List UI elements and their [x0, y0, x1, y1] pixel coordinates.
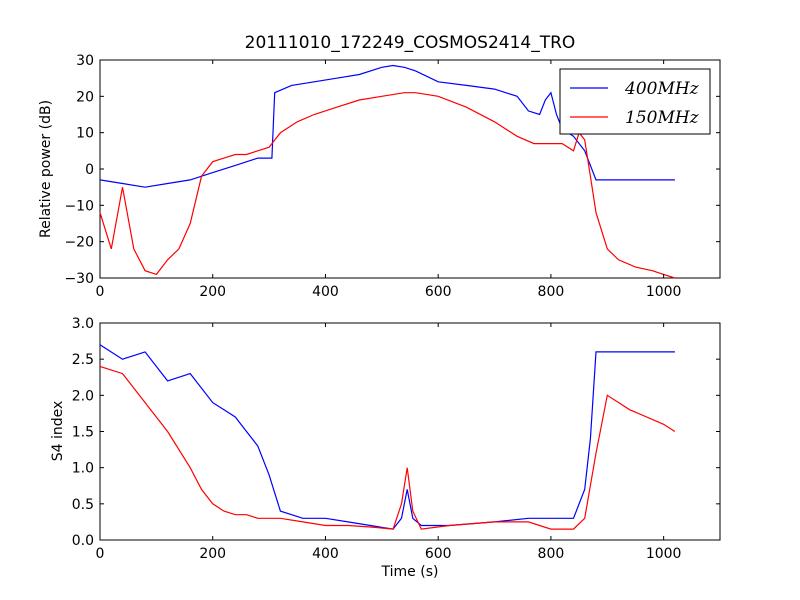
power-series-150mhz-line: [99, 92, 676, 279]
s4-y-tick-label: 1.5: [72, 425, 94, 441]
power-y-tick-label: 20: [76, 89, 94, 105]
legend-400mhz-label: 400MHz: [624, 79, 700, 99]
s4-x-tick-label: 800: [538, 546, 565, 562]
power-series-group: [99, 64, 676, 279]
power-y-tick-label: 10: [76, 126, 94, 142]
power-x-tick-label: 200: [199, 284, 226, 300]
power-y-tick-label: 30: [76, 53, 94, 69]
power-y-tick-label: −20: [64, 235, 94, 251]
legend-box: [559, 68, 711, 135]
power-panel: 0 200 400 600 800 1000 −30 −20 −10 0 10 20 30 Relati…: [38, 53, 721, 300]
s4-x-tick-label: 1000: [646, 546, 682, 562]
s4-x-tick-label: 200: [199, 546, 226, 562]
figure-title: 20111010_172249_COSMOS2414_TRO: [245, 33, 576, 53]
power-x-tick-label: 800: [538, 284, 565, 300]
power-y-tick-label: −10: [64, 198, 94, 214]
s4-y-tick-label: 0.5: [72, 497, 94, 513]
power-y-tick-label: −30: [64, 271, 94, 287]
s4-ticks: 0 200 400 600 800 1000 0.0 0.5 1.0 1.5 2.0 2.5 3.0: [72, 316, 720, 562]
s4-y-tick-label: 2.5: [72, 352, 94, 368]
s4-y-tick-label: 3.0: [72, 316, 94, 332]
power-x-tick-label: 1000: [646, 284, 682, 300]
x-axis-label: Time (s): [381, 564, 439, 580]
s4-y-tick-label: 2.0: [72, 388, 94, 404]
s4-y-axis-label: S4 index: [50, 401, 66, 462]
power-legend: 400MHz 150MHz: [559, 68, 711, 135]
power-x-tick-label: 0: [96, 284, 105, 300]
power-ticks: 0 200 400 600 800 1000 −30 −20 −10 0 10 20 30: [64, 53, 720, 300]
power-y-tick-label: 0: [85, 162, 94, 178]
s4-y-tick-label: 1.0: [72, 461, 94, 477]
power-y-axis-label: Relative power (dB): [38, 100, 54, 238]
legend-150mhz-label: 150MHz: [625, 108, 700, 128]
s4-x-tick-label: 0: [96, 546, 105, 562]
power-x-tick-label: 400: [312, 284, 339, 300]
s4-series-150mhz-line: [99, 365, 676, 530]
s4-y-tick-label: 0.0: [72, 533, 94, 549]
power-x-tick-label: 600: [425, 284, 452, 300]
s4-series-group: [99, 344, 676, 530]
s4-x-tick-label: 600: [425, 546, 452, 562]
s4-panel: 0 200 400 600 800 1000 0.0 0.5 1.0 1.5 2.0 2.5 3.0 S…: [50, 316, 721, 580]
s4-x-tick-label: 400: [312, 546, 339, 562]
power-series-400mhz-line: [99, 64, 675, 188]
